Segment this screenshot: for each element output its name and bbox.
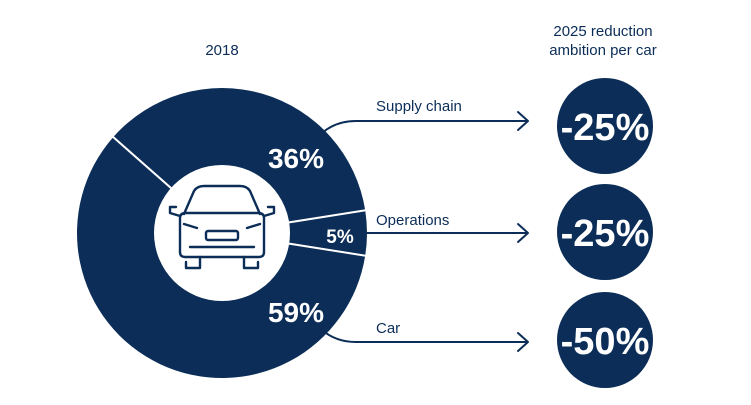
reduction-label-car: -50%: [561, 321, 650, 363]
pct-label-car: 59%: [268, 297, 324, 328]
arrowhead-operations: [517, 223, 529, 243]
category-label-operations: Operations: [376, 212, 449, 229]
reduction-header-line2: ambition per car: [549, 42, 657, 59]
category-label-car: Car: [376, 320, 400, 337]
reduction-label-supply-chain: -25%: [561, 107, 650, 149]
reduction-circle-car: [557, 292, 653, 388]
pct-label-supply-chain: 36%: [268, 143, 324, 174]
arrowhead-supply-chain: [517, 111, 529, 131]
year-label: 2018: [205, 42, 238, 59]
reduction-circle-operations: [557, 184, 653, 280]
category-label-supply-chain: Supply chain: [376, 98, 462, 115]
arrowhead-car: [517, 332, 529, 352]
reduction-circle-supply-chain: [557, 78, 653, 174]
car-icon: [168, 184, 276, 270]
slice-supply-chain: [113, 88, 366, 233]
reduction-header-line1: 2025 reduction: [553, 23, 652, 40]
reduction-label-operations: -25%: [561, 213, 650, 255]
slice-operations: [222, 210, 367, 256]
arrow-car: [321, 329, 528, 343]
pct-label-operations: 5%: [326, 227, 354, 248]
arrow-supply-chain: [321, 120, 528, 134]
